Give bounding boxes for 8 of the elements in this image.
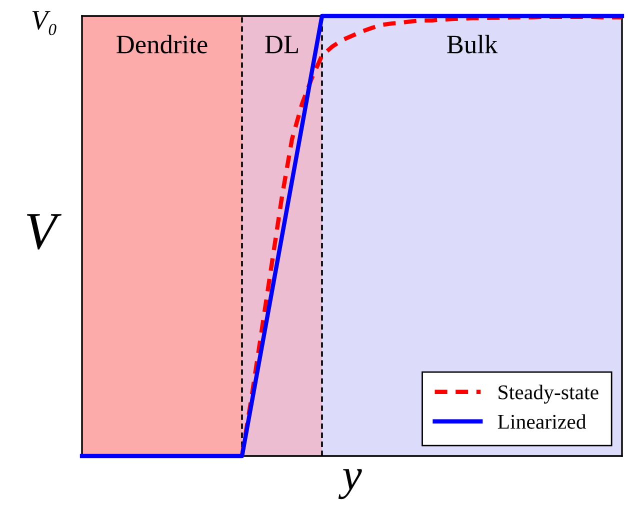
x-axis-title: y xyxy=(338,469,362,500)
annotation: DL xyxy=(265,36,298,54)
legend-label: Steady-state xyxy=(498,384,598,404)
annotation: Dendrite xyxy=(116,34,208,54)
text: V₀ xyxy=(32,11,56,36)
annotation: Bulk xyxy=(447,34,498,54)
legend-label: Linearized xyxy=(498,414,586,429)
y-axis-title: V xyxy=(26,214,62,250)
